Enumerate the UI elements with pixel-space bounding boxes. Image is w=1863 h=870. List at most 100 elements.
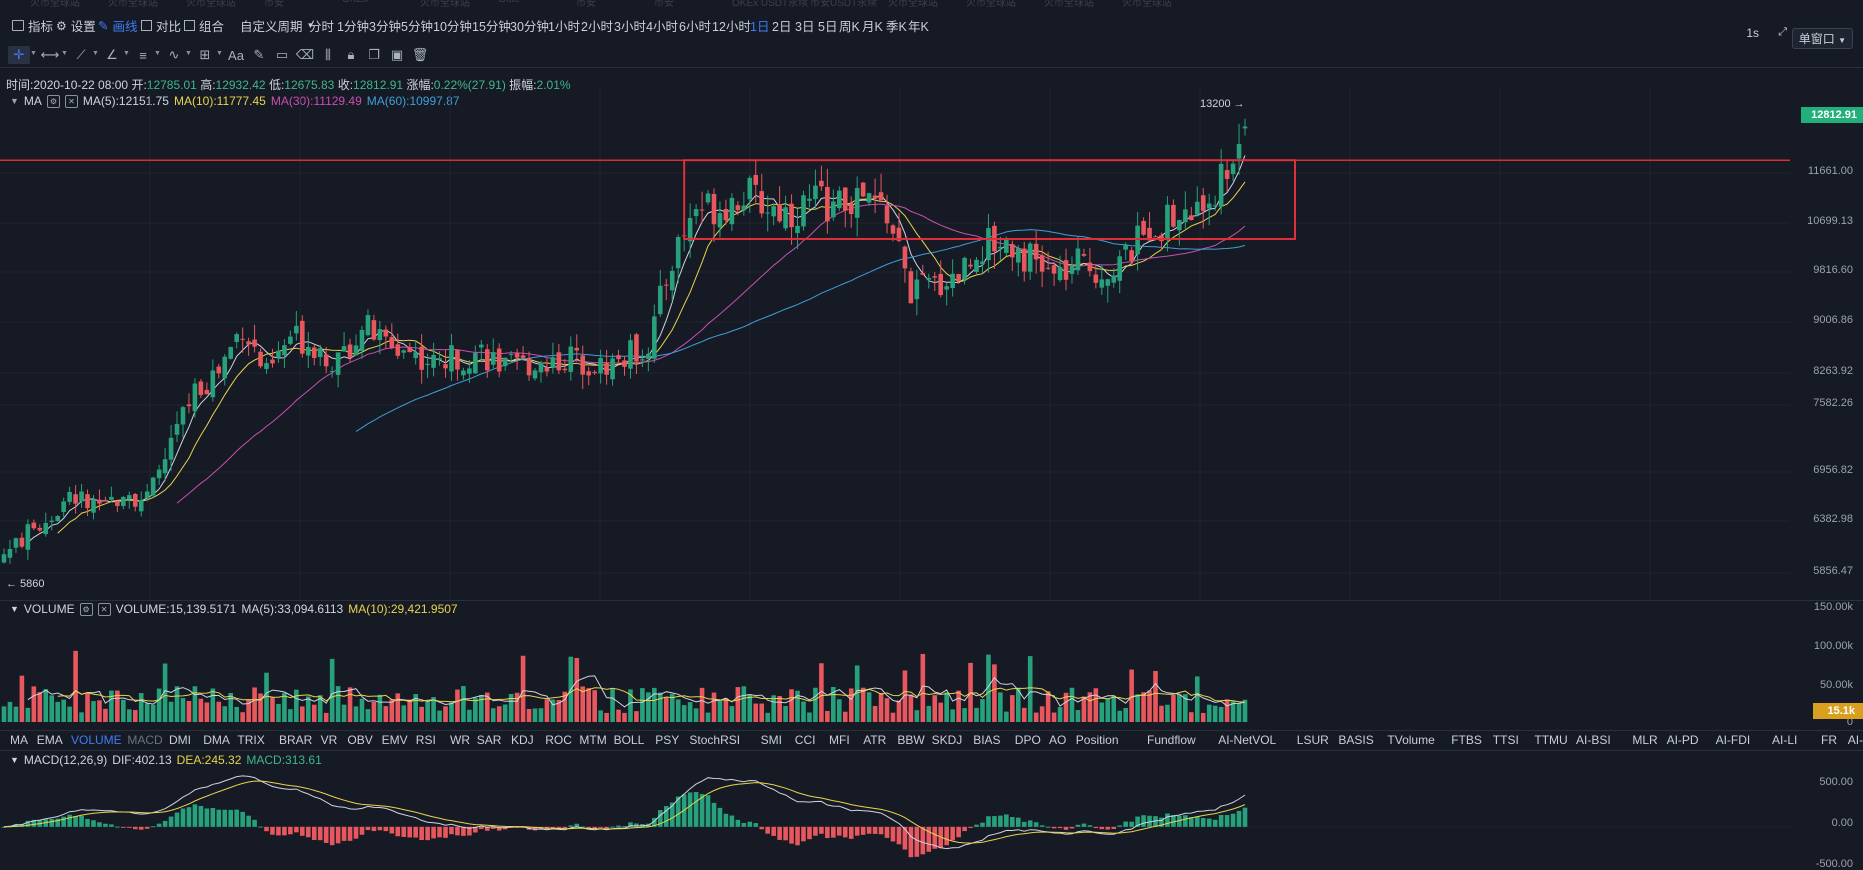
chevron-down-icon[interactable]: ▼	[154, 50, 161, 57]
eraser-icon[interactable]: ⌫	[295, 47, 315, 62]
custom-period-button[interactable]: 自定义周期 ▼	[240, 16, 314, 35]
chevron-down-icon[interactable]: ▼	[185, 50, 192, 57]
indicator-tab-mtm[interactable]: MTM	[579, 733, 607, 747]
combine-button[interactable]: 组合	[184, 16, 224, 35]
indicator-tab-dmi[interactable]: DMI	[169, 733, 191, 747]
wave-icon[interactable]: ∿	[168, 47, 180, 62]
indicator-tab-psy[interactable]: PSY	[655, 733, 680, 747]
indicator-tab-trix[interactable]: TRIX	[237, 733, 265, 747]
indicator-tab-roc[interactable]: ROC	[545, 733, 572, 747]
indicator-tab-tvolume[interactable]: TVolume	[1387, 733, 1435, 747]
indicator-tab-dma[interactable]: DMA	[203, 733, 230, 747]
trend-line-icon[interactable]: ⟋	[76, 47, 86, 62]
period-9[interactable]: 3小时	[614, 20, 646, 34]
ruler-icon[interactable]: ▭	[275, 47, 289, 62]
indicator-tab-fundflow[interactable]: Fundflow	[1147, 733, 1196, 747]
period-0[interactable]: 分时	[309, 20, 335, 34]
indicator-tab-ma[interactable]: MA	[10, 733, 28, 747]
indicator-tab-volume[interactable]: VOLUME	[71, 733, 122, 747]
period-20[interactable]: 年K	[908, 20, 929, 34]
delete-icon[interactable]: 🗑︎	[411, 47, 429, 62]
draw-button[interactable]: ✎ 画线	[98, 16, 138, 35]
indicator-tab-ttsi[interactable]: TTSI	[1492, 733, 1519, 747]
indicator-tab-ao[interactable]: AO	[1049, 733, 1067, 747]
indicator-tab-mlr[interactable]: MLR	[1632, 733, 1658, 747]
pattern-icon[interactable]: ⫼	[325, 47, 331, 62]
period-6[interactable]: 30分钟	[510, 20, 549, 34]
indicator-tab-ai-pd[interactable]: AI-PD	[1666, 733, 1699, 747]
indicator-tab-vr[interactable]: VR	[320, 733, 338, 747]
price-chart[interactable]: 13200 → ← 5860	[0, 88, 1863, 600]
period-2[interactable]: 3分钟	[369, 20, 401, 34]
indicator-button[interactable]: 指标	[12, 16, 53, 35]
indicator-tab-smi[interactable]: SMI	[760, 733, 782, 747]
indicator-tab-ftbs[interactable]: FTBS	[1451, 733, 1482, 747]
indicator-tab-mfi[interactable]: MFI	[829, 733, 850, 747]
period-1[interactable]: 1分钟	[337, 20, 369, 34]
channel-icon[interactable]: ≡	[139, 47, 147, 63]
chevron-down-icon[interactable]: ▼	[61, 50, 68, 57]
period-13[interactable]: 1日	[750, 20, 770, 34]
indicator-tab-ai-li[interactable]: AI-LI	[1772, 733, 1798, 747]
indicator-tab-lsur[interactable]: LSUR	[1296, 733, 1329, 747]
measure-icon[interactable]: ⊞	[199, 47, 211, 62]
indicator-tab-obv[interactable]: OBV	[347, 733, 373, 747]
indicator-tab-position[interactable]: Position	[1075, 733, 1119, 747]
indicator-tab-emv[interactable]: EMV	[381, 733, 408, 747]
indicator-tab-ttmu[interactable]: TTMU	[1534, 733, 1568, 747]
collapse-icon[interactable]: ▼	[10, 96, 19, 106]
indicator-tab-brar[interactable]: BRAR	[279, 733, 313, 747]
indicator-tab-macd[interactable]: MACD	[127, 733, 163, 747]
period-19[interactable]: 季K	[886, 20, 907, 34]
period-5[interactable]: 15分钟	[472, 20, 511, 34]
angle-icon[interactable]: ∠	[106, 47, 118, 62]
period-7[interactable]: 1小时	[548, 20, 580, 34]
indicator-tab-ai-bsi[interactable]: AI-BSI	[1576, 733, 1611, 747]
volume-chart[interactable]	[0, 618, 1863, 728]
indicator-tab-kdj[interactable]: KDJ	[511, 733, 534, 747]
indicator-tab-ema[interactable]: EMA	[36, 733, 63, 747]
indicator-tab-bbw[interactable]: BBW	[897, 733, 925, 747]
compare-button[interactable]: 对比	[141, 16, 181, 35]
screenshot-icon[interactable]: ▣	[390, 47, 404, 62]
indicator-tab-bias[interactable]: BIAS	[973, 733, 1001, 747]
copy-icon[interactable]: ❐	[368, 47, 380, 62]
indicator-tab-basis[interactable]: BASIS	[1338, 733, 1374, 747]
chevron-down-icon[interactable]: ▼	[123, 50, 130, 57]
period-14[interactable]: 2日	[772, 20, 792, 34]
fullscreen-icon[interactable]: ⤢	[1778, 26, 1787, 38]
chevron-down-icon[interactable]: ▼	[92, 50, 99, 57]
period-8[interactable]: 2小时	[581, 20, 613, 34]
indicator-tab-ai-netvol[interactable]: AI-NetVOL	[1218, 733, 1277, 747]
period-11[interactable]: 6小时	[679, 20, 711, 34]
period-10[interactable]: 4小时	[646, 20, 678, 34]
indicator-tab-cci[interactable]: CCI	[794, 733, 816, 747]
period-12[interactable]: 12小时	[712, 20, 751, 34]
period-17[interactable]: 周K	[839, 20, 860, 34]
indicator-tab-sar[interactable]: SAR	[476, 733, 502, 747]
refresh-rate[interactable]: 1s	[1746, 26, 1759, 40]
range-box[interactable]	[683, 159, 1296, 240]
period-18[interactable]: 月K	[862, 20, 883, 34]
indicator-tab-ai-bst[interactable]: AI-BST	[1847, 733, 1863, 747]
lock-icon[interactable]: 🔒︎	[347, 47, 355, 62]
macd-chart[interactable]	[0, 768, 1863, 870]
indicator-tab-skdj[interactable]: SKDJ	[931, 733, 963, 747]
settings-icon[interactable]: ⚙	[46, 94, 60, 108]
collapse-icon[interactable]: ▼	[10, 755, 19, 765]
close-icon[interactable]: ✕	[64, 94, 78, 108]
indicator-tab-wr[interactable]: WR	[450, 733, 470, 747]
chevron-down-icon[interactable]: ▼	[30, 50, 37, 57]
period-4[interactable]: 10分钟	[433, 20, 472, 34]
crosshair-icon[interactable]: ✛	[8, 46, 30, 64]
chevron-down-icon[interactable]: ▼	[216, 50, 223, 57]
settings-icon[interactable]: ⚙	[79, 602, 93, 616]
period-15[interactable]: 3日	[795, 20, 815, 34]
indicator-tab-rsi[interactable]: RSI	[415, 733, 436, 747]
period-3[interactable]: 5分钟	[401, 20, 433, 34]
settings-button[interactable]: ⚙ 设置	[56, 16, 96, 35]
indicator-tab-fr[interactable]: FR	[1821, 733, 1837, 747]
indicator-tab-ai-fdi[interactable]: AI-FDI	[1715, 733, 1751, 747]
indicator-tab-atr[interactable]: ATR	[863, 733, 887, 747]
close-icon[interactable]: ✕	[97, 602, 111, 616]
